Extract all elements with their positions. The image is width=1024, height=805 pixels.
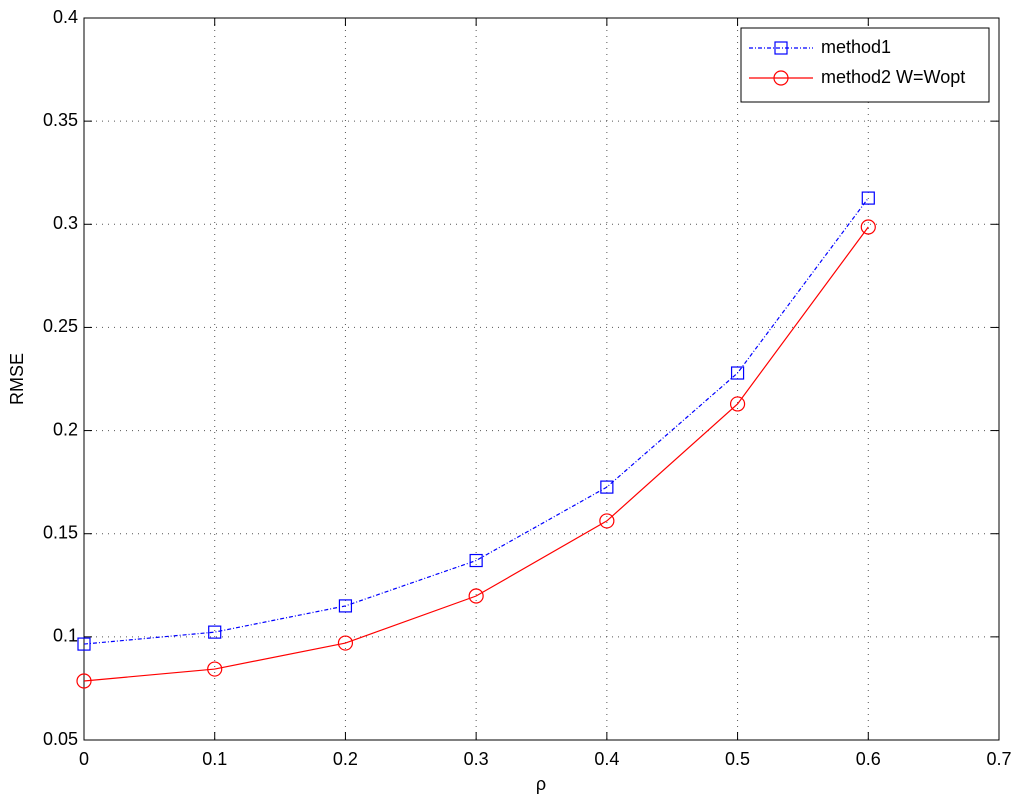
plot-frame — [83, 17, 1000, 741]
x-tick-label: 0.6 — [856, 749, 881, 769]
y-tick-label: 0.35 — [43, 110, 78, 130]
marker — [338, 599, 353, 613]
x-tick-label: 0.5 — [725, 749, 750, 769]
marker — [860, 219, 876, 235]
x-tick-label: 0.7 — [986, 749, 1011, 769]
marker — [861, 191, 875, 205]
marker — [730, 366, 745, 380]
x-tick-label: 0.1 — [202, 749, 227, 769]
marker — [468, 588, 484, 604]
y-tick-label: 0.2 — [53, 419, 78, 439]
y-tick-label: 0.4 — [53, 7, 78, 27]
marker — [599, 513, 615, 529]
marker — [76, 673, 92, 689]
marker — [469, 553, 483, 568]
series-line — [83, 226, 869, 682]
x-tick-label: 0.4 — [594, 749, 619, 769]
y-axis-label: RMSE — [7, 353, 27, 405]
marker — [337, 635, 354, 651]
marker — [208, 625, 222, 639]
legend-label: method2 W=Wopt — [821, 67, 965, 87]
marker — [773, 70, 789, 86]
y-tick-label: 0.25 — [43, 316, 78, 336]
marker — [77, 637, 91, 651]
x-axis-label: ρ — [536, 774, 546, 794]
marker — [729, 396, 746, 412]
marker — [600, 480, 614, 494]
x-tick-label: 0 — [79, 749, 89, 769]
legend-box — [740, 27, 990, 103]
x-tick-label: 0.2 — [333, 749, 358, 769]
y-tick-label: 0.3 — [53, 213, 78, 233]
marker — [774, 41, 788, 55]
x-tick-label: 0.3 — [464, 749, 489, 769]
plot-area — [84, 18, 999, 740]
legend-label: method1 — [821, 37, 891, 57]
marker — [207, 661, 223, 677]
series-line — [83, 197, 869, 645]
y-tick-label: 0.05 — [43, 729, 78, 749]
y-tick-label: 0.15 — [43, 522, 78, 542]
y-tick-label: 0.1 — [53, 626, 78, 646]
